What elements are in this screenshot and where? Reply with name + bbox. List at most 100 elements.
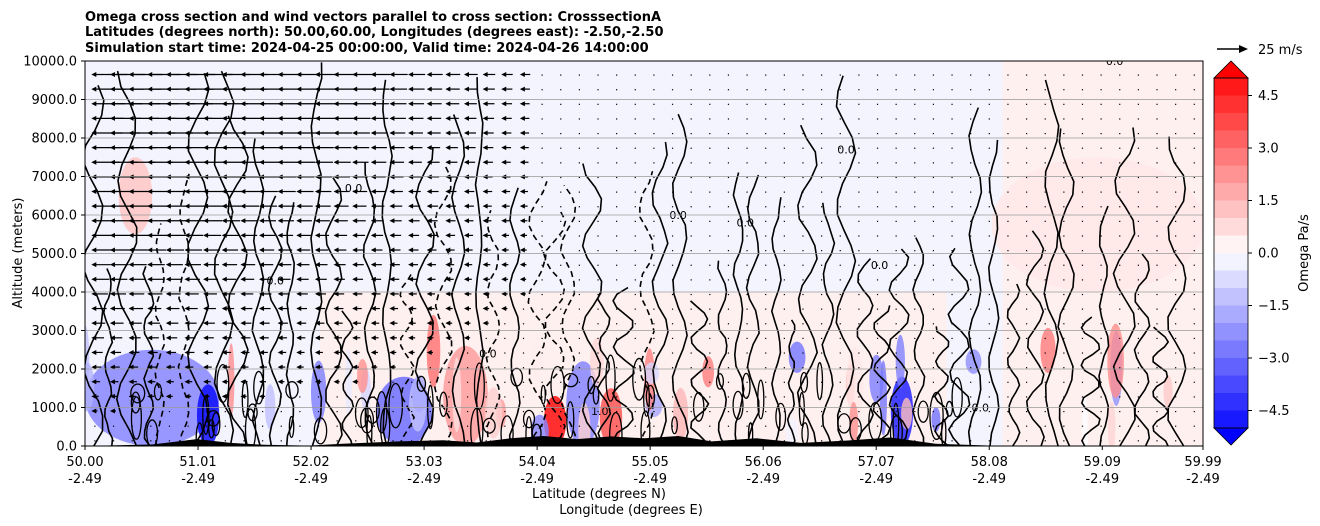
wind-vector xyxy=(765,367,767,369)
wind-vector-head xyxy=(445,101,451,107)
wind-vector-head xyxy=(221,86,227,92)
wind-vector-head xyxy=(128,130,134,136)
wind-vector xyxy=(783,220,785,222)
contour-line xyxy=(912,237,926,446)
contour-label: 0.0 xyxy=(871,259,889,272)
wind-vector xyxy=(1137,293,1139,296)
wind-vector xyxy=(821,176,823,179)
wind-vector xyxy=(783,381,785,383)
wind-vector xyxy=(783,367,785,369)
wind-vector xyxy=(821,381,823,383)
wind-vector xyxy=(1100,191,1102,193)
wind-vector-head xyxy=(408,101,414,107)
field-cell xyxy=(532,331,543,390)
wind-vector-head xyxy=(203,291,209,297)
wind-vector-head xyxy=(109,247,115,253)
wind-vector xyxy=(1025,132,1028,135)
wind-vector xyxy=(448,410,450,413)
contour-line xyxy=(85,85,105,446)
wind-vector xyxy=(783,250,785,252)
wind-vector-head xyxy=(277,247,283,253)
wind-vector xyxy=(653,132,655,135)
x-axis: 50.00-2.4951.01-2.4952.02-2.4953.03-2.49… xyxy=(66,446,1222,487)
wind-vector xyxy=(1025,381,1028,383)
wind-vector-head xyxy=(426,291,432,297)
wind-vector xyxy=(765,337,767,340)
wind-vector xyxy=(709,250,711,252)
wind-vector xyxy=(988,118,990,120)
wind-vector xyxy=(578,279,580,281)
wind-vector xyxy=(970,279,972,281)
wind-vector xyxy=(951,176,953,179)
wind-vector-head xyxy=(184,306,190,312)
contour-line xyxy=(745,174,760,446)
wind-vector xyxy=(802,132,804,135)
contour-loop xyxy=(482,417,496,434)
wind-vector-head xyxy=(109,306,115,312)
wind-vector xyxy=(765,220,767,222)
wind-vector xyxy=(1119,293,1121,296)
contour-loop xyxy=(211,411,221,437)
contour-line xyxy=(433,165,453,446)
wind-vector-head xyxy=(259,130,265,136)
wind-vector xyxy=(1007,74,1009,76)
wind-vector xyxy=(727,381,730,383)
contour-line xyxy=(638,170,655,446)
wind-vector xyxy=(1119,176,1121,179)
contour-label: 0.0 xyxy=(837,143,855,156)
wind-vector xyxy=(1119,367,1121,369)
wind-vector xyxy=(355,410,357,413)
wind-vector xyxy=(262,410,264,413)
wind-vector xyxy=(634,293,636,296)
contour-line xyxy=(285,202,296,446)
wind-vector-head xyxy=(91,262,97,268)
wind-vector-head xyxy=(184,101,190,107)
wind-vector xyxy=(597,206,599,208)
wind-vector-head xyxy=(408,320,414,326)
contour-line xyxy=(786,319,796,446)
wind-vector-head xyxy=(352,71,358,77)
wind-vector xyxy=(839,396,841,398)
contour-line xyxy=(559,184,577,446)
wind-vector-head xyxy=(333,320,339,326)
wind-vector xyxy=(802,410,804,413)
wind-vector-head xyxy=(91,349,97,355)
wind-vector xyxy=(951,337,953,340)
colorbar-tick-label: 4.5 xyxy=(1258,89,1279,104)
wind-vector xyxy=(839,89,841,91)
wind-vector xyxy=(821,250,823,252)
contour-loop xyxy=(216,363,230,404)
wind-vector xyxy=(1156,323,1158,325)
wind-vector xyxy=(709,396,711,398)
wind-vector xyxy=(1044,132,1046,135)
wind-vector xyxy=(1100,74,1102,76)
wind-vector-head xyxy=(314,335,320,341)
wind-vector xyxy=(1175,425,1177,427)
wind-vector xyxy=(1063,425,1065,427)
wind-vector-head xyxy=(259,115,265,121)
wind-vector xyxy=(765,425,767,427)
wind-vector xyxy=(1063,74,1065,76)
wind-vector-head xyxy=(463,159,469,165)
wind-vector xyxy=(988,264,990,266)
wind-vector xyxy=(895,74,897,76)
wind-vector-head xyxy=(519,276,525,282)
wind-vector xyxy=(1156,352,1158,354)
wind-vector xyxy=(541,74,543,76)
wind-vector xyxy=(1007,308,1009,310)
wind-vector xyxy=(858,132,860,135)
wind-vector-head xyxy=(240,115,246,121)
wind-vector xyxy=(541,396,543,398)
wind-vector-head xyxy=(259,379,265,385)
wind-vector-head xyxy=(221,349,227,355)
wind-vector xyxy=(616,132,618,135)
wind-vector xyxy=(597,103,599,105)
wind-vector xyxy=(970,440,972,442)
wind-vector xyxy=(522,396,525,398)
contour-loop xyxy=(439,391,448,417)
wind-vector xyxy=(1063,191,1065,193)
wind-vector xyxy=(448,367,450,369)
wind-vector-head xyxy=(519,262,525,268)
wind-vector-head xyxy=(314,349,320,355)
wind-vector-head xyxy=(184,320,190,326)
